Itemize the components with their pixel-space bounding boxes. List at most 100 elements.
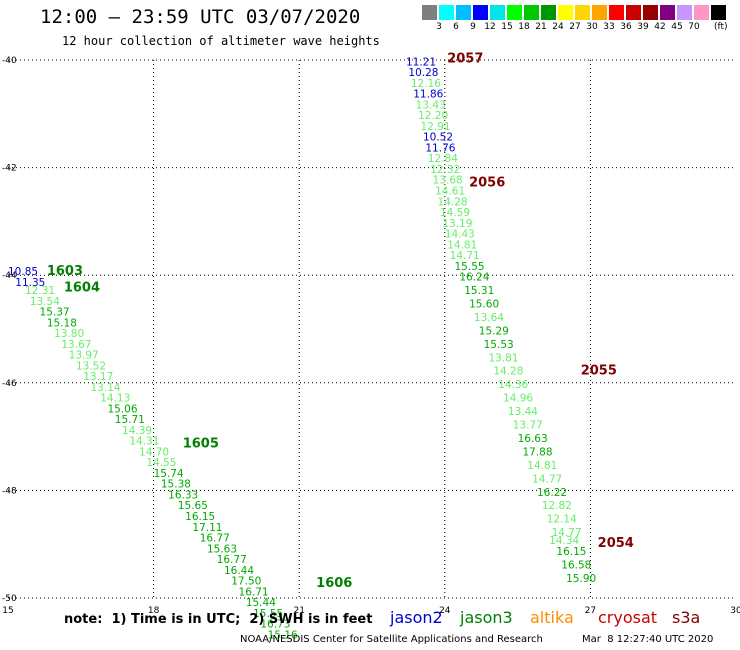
scale-swatch xyxy=(439,5,454,20)
scale-label: 24 xyxy=(552,22,564,32)
x-tick-label: 30 xyxy=(730,606,740,616)
wave-height-label: 12.82 xyxy=(542,500,572,512)
wave-height-label: 14.70 xyxy=(139,446,169,458)
scale-label: 18 xyxy=(518,22,530,32)
wave-height-label: 16.58 xyxy=(561,559,591,571)
scale-label: 42 xyxy=(654,22,666,32)
wave-height-label: 16.73 xyxy=(260,619,290,631)
wave-height-label: 15.44 xyxy=(246,597,276,609)
wave-height-label: 12.16 xyxy=(411,78,441,90)
wave-height-label: 15.55 xyxy=(455,261,485,273)
scale-swatch xyxy=(660,5,675,20)
x-tick-label: 21 xyxy=(293,606,304,616)
wave-height-label: 15.38 xyxy=(161,479,191,491)
wave-height-label: 15.71 xyxy=(115,414,145,426)
scale-unit: (ft) xyxy=(714,22,728,32)
wave-height-label: 16.15 xyxy=(185,511,215,523)
scale-label: 21 xyxy=(535,22,547,32)
scale-swatch xyxy=(524,5,539,20)
y-tick-label: -42 xyxy=(2,164,17,174)
wave-height-label: 15.55 xyxy=(253,608,283,620)
wave-height-label: 12.31 xyxy=(25,285,55,297)
pass-label: 1603 xyxy=(47,264,83,279)
wave-height-label: 14.61 xyxy=(435,186,465,198)
wave-height-label: 14.59 xyxy=(440,207,470,219)
scale-swatch xyxy=(575,5,590,20)
wave-height-label: 12.91 xyxy=(421,121,451,133)
wave-height-label: 13.68 xyxy=(433,175,463,187)
chart-title: 12:00 – 23:59 UTC 03/07/2020 xyxy=(40,6,361,28)
scale-swatch xyxy=(694,5,709,20)
wave-height-label: 13.19 xyxy=(442,218,472,230)
scale-label: 12 xyxy=(484,22,496,32)
wave-height-label: 14.34 xyxy=(549,535,579,547)
legend-jason3: jason3 xyxy=(460,608,513,627)
wave-height-label: 17.50 xyxy=(231,576,261,588)
y-tick-label: -46 xyxy=(2,379,17,389)
scale-label: 9 xyxy=(470,22,476,32)
wave-height-label: 13.54 xyxy=(30,296,60,308)
scale-swatch xyxy=(643,5,658,20)
wave-height-label: 16.44 xyxy=(224,565,254,577)
pass-label: 2056 xyxy=(469,175,505,190)
legend-s3a: s3a xyxy=(672,608,701,627)
chart-subtitle: 12 hour collection of altimeter wave hei… xyxy=(62,34,380,48)
pass-label: 1604 xyxy=(64,280,100,295)
wave-height-label: 12.20 xyxy=(418,110,448,122)
wave-height-label: 10.85 xyxy=(8,266,38,278)
wave-height-label: 14.39 xyxy=(122,425,152,437)
scale-swatch xyxy=(541,5,556,20)
wave-height-label: 11.35 xyxy=(15,277,45,289)
wave-height-label: 11.86 xyxy=(413,89,443,101)
wave-height-label: 13.77 xyxy=(513,420,543,432)
scale-label: 33 xyxy=(603,22,615,32)
y-tick-label: -50 xyxy=(2,594,17,604)
wave-height-label: 14.31 xyxy=(129,436,159,448)
wave-height-label: 16.77 xyxy=(217,554,247,566)
wave-height-label: 13.97 xyxy=(69,350,99,362)
wave-height-label: 14.13 xyxy=(100,393,130,405)
scale-label: 3 xyxy=(436,22,442,32)
pass-label: 2057 xyxy=(447,52,483,67)
legend-jason2: jason2 xyxy=(390,608,443,627)
pass-label: 1606 xyxy=(316,576,352,591)
scale-label: 70 xyxy=(688,22,700,32)
scale-label: 15 xyxy=(501,22,513,32)
wave-height-label: 16.22 xyxy=(537,487,567,499)
wave-height-label: 13.44 xyxy=(508,406,538,418)
scale-label: 6 xyxy=(453,22,459,32)
wave-height-label: 14.43 xyxy=(445,229,475,241)
wave-height-label: 12.14 xyxy=(547,514,577,526)
wave-height-label: 13.14 xyxy=(91,382,121,394)
wave-height-label: 12.32 xyxy=(430,164,460,176)
y-tick-label: -40 xyxy=(2,56,17,66)
scale-swatch xyxy=(592,5,607,20)
wave-height-label: 16.15 xyxy=(556,546,586,558)
wave-height-label: 10.28 xyxy=(408,67,438,79)
wave-height-label: 13.81 xyxy=(488,352,518,364)
legend-altika: altika xyxy=(530,608,574,627)
legend-cryosat: cryosat xyxy=(598,608,658,627)
wave-height-label: 17.11 xyxy=(192,522,222,534)
x-tick-label: 24 xyxy=(439,606,451,616)
wave-height-label: 12.84 xyxy=(428,153,458,165)
wave-height-label: 16.24 xyxy=(459,272,489,284)
wave-height-label: 15.53 xyxy=(484,339,514,351)
wave-height-label: 14.55 xyxy=(146,457,176,469)
wave-height-label: 15.60 xyxy=(469,298,499,310)
wave-height-label: 16.71 xyxy=(239,586,269,598)
scale-swatch xyxy=(422,5,437,20)
wave-height-label: 14.77 xyxy=(552,527,582,539)
pass-label: 2055 xyxy=(581,364,617,379)
scale-label: 39 xyxy=(637,22,649,32)
wave-height-label: 13.80 xyxy=(54,328,84,340)
scale-swatch xyxy=(473,5,488,20)
footer-credit: NOAA/NESDIS Center for Satellite Applica… xyxy=(240,634,543,645)
wave-height-label: 16.63 xyxy=(518,433,548,445)
wave-height-label: 15.29 xyxy=(479,325,509,337)
wave-height-label: 13.67 xyxy=(61,339,91,351)
wave-height-label: 15.90 xyxy=(566,573,596,585)
scale-label: 30 xyxy=(586,22,598,32)
